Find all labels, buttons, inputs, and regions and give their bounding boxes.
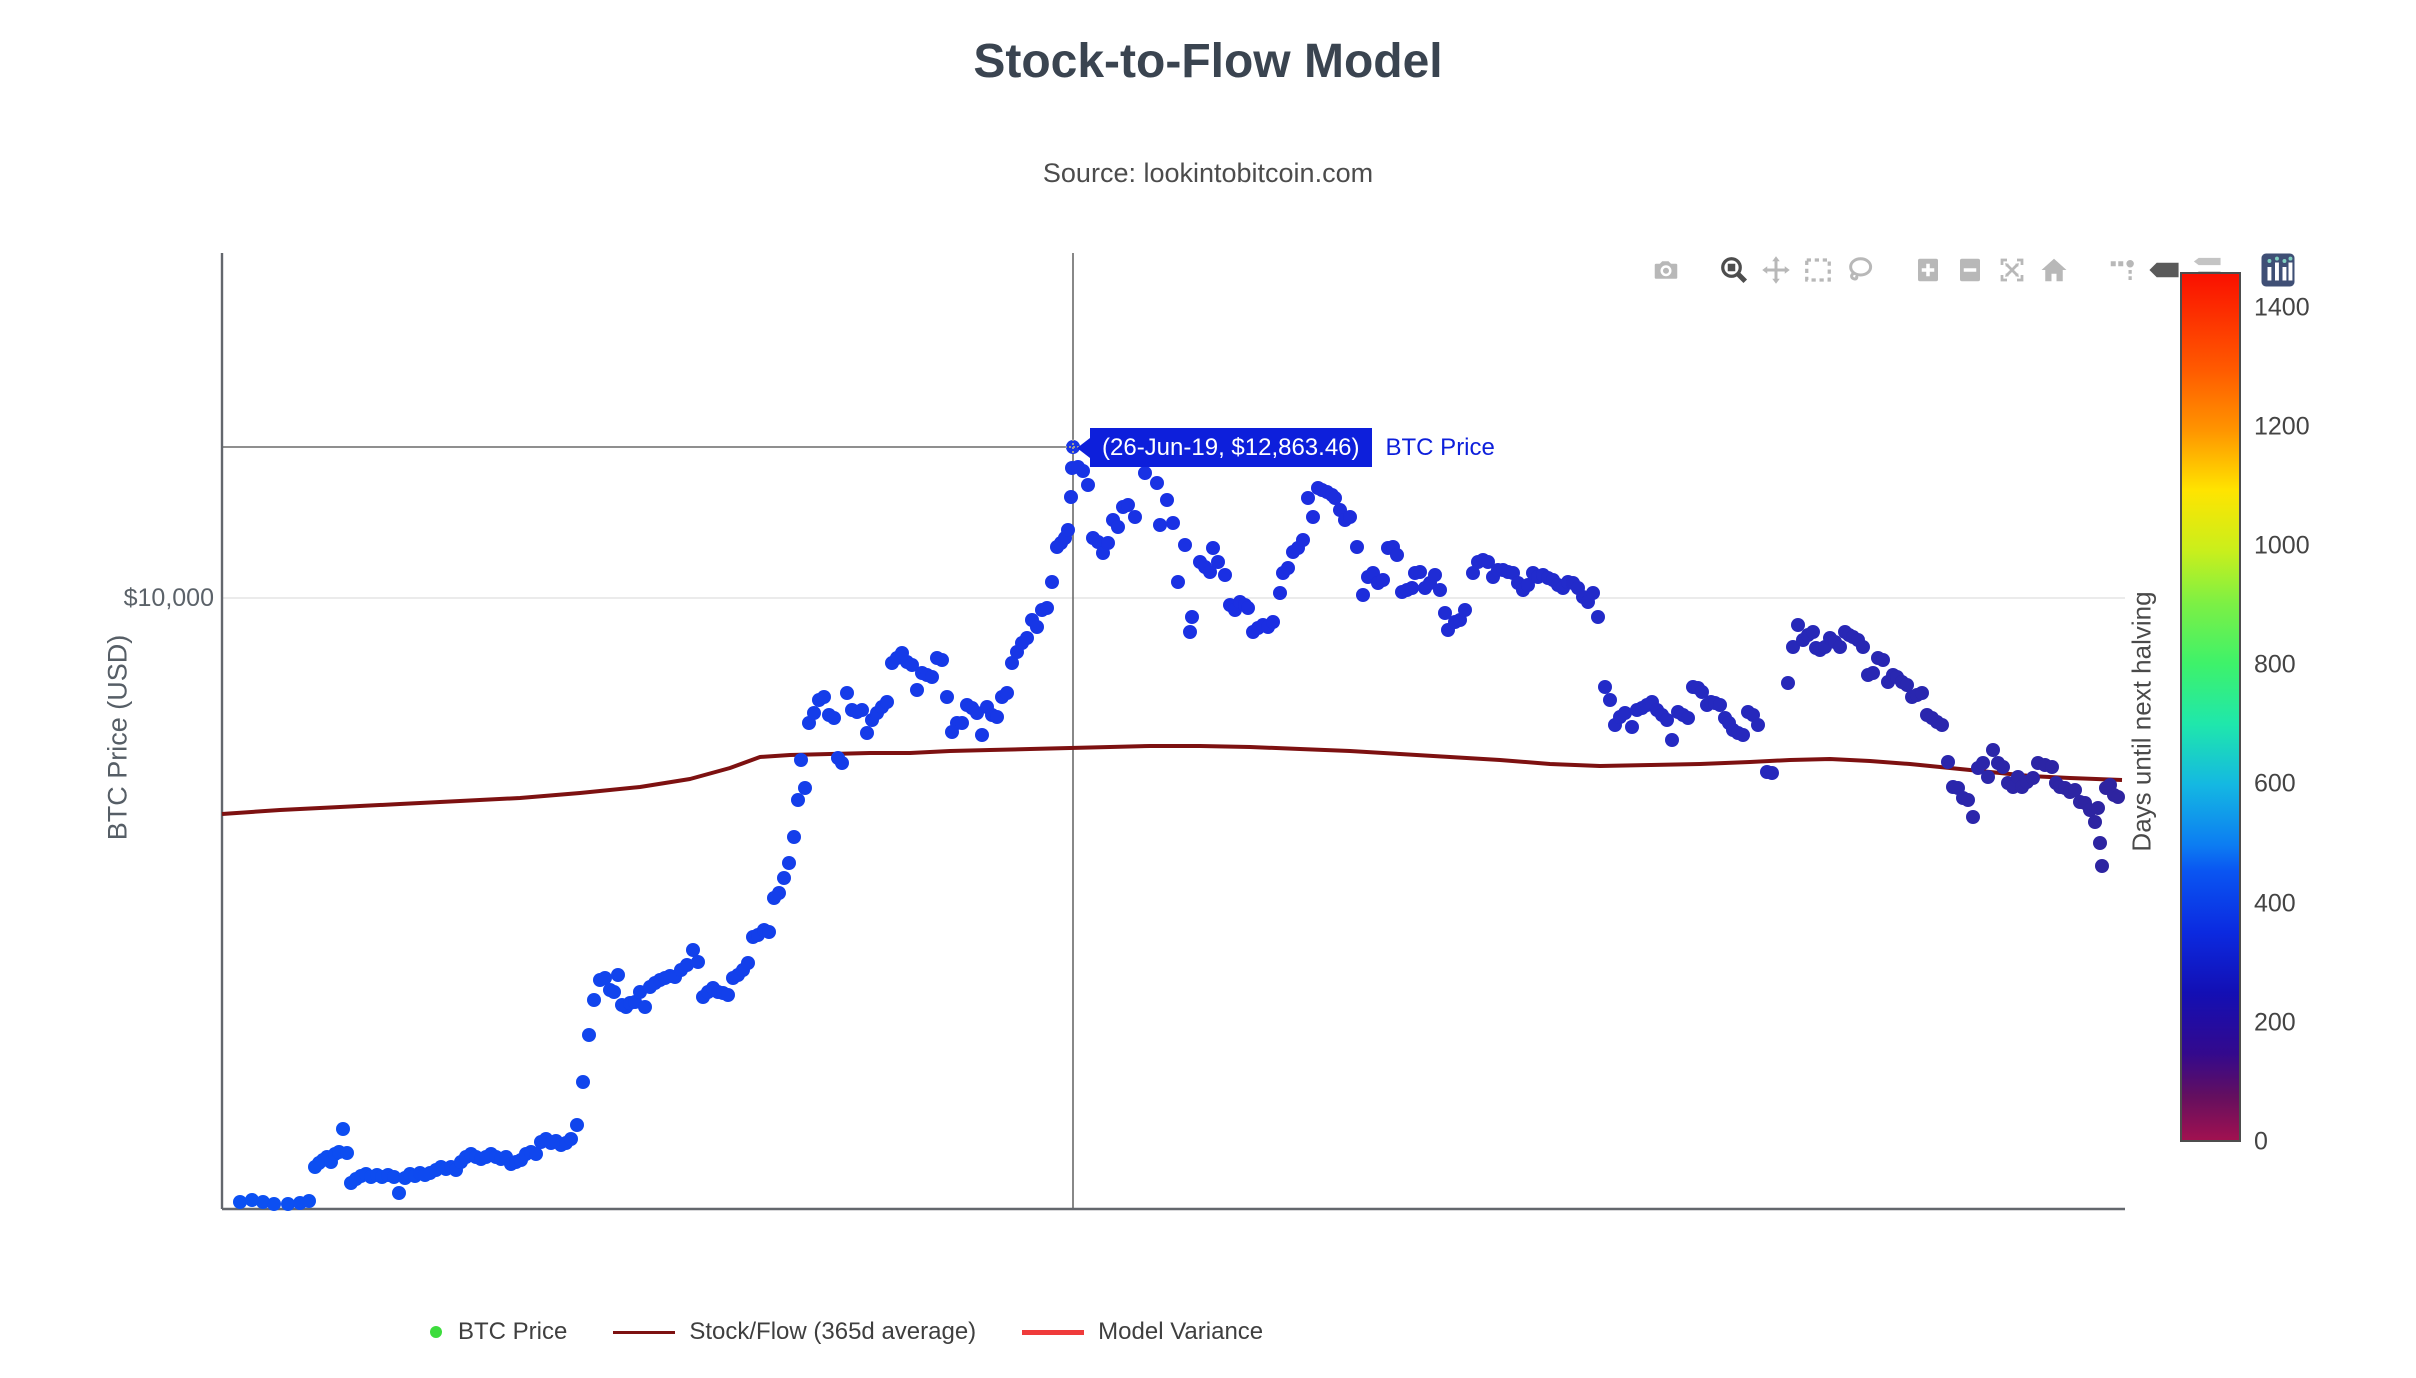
page-title: Stock-to-Flow Model bbox=[973, 35, 1443, 88]
colorbar-tick: 1000 bbox=[2254, 531, 2310, 560]
pan-icon[interactable] bbox=[1755, 252, 1797, 288]
tooltip-arrow bbox=[1077, 437, 1090, 458]
colorbar-tick: 1200 bbox=[2254, 412, 2310, 441]
colorbar-tick: 600 bbox=[2254, 769, 2296, 798]
tooltip-series-label: BTC Price bbox=[1385, 433, 1495, 461]
plotly-logo-icon[interactable] bbox=[2257, 252, 2299, 288]
tooltip-value: (26-Jun-19, $12,863.46) bbox=[1090, 428, 1372, 467]
legend: BTC Price Stock/Flow (365d average) Mode… bbox=[430, 1318, 1309, 1346]
toggle-spikelines-icon[interactable] bbox=[2101, 252, 2143, 288]
legend-label: Stock/Flow (365d average) bbox=[689, 1318, 977, 1345]
legend-item-btc-price[interactable]: BTC Price bbox=[430, 1318, 567, 1346]
lasso-select-icon[interactable] bbox=[1839, 252, 1881, 288]
legend-item-stock-flow[interactable]: Stock/Flow (365d average) bbox=[613, 1318, 976, 1346]
colorbar-tick: 0 bbox=[2254, 1127, 2268, 1156]
page-subtitle: Source: lookintobitcoin.com bbox=[1042, 158, 1374, 188]
reset-axes-home-icon[interactable] bbox=[2033, 252, 2075, 288]
autoscale-icon[interactable] bbox=[1991, 252, 2033, 288]
legend-label: BTC Price bbox=[458, 1318, 568, 1345]
red-line-icon bbox=[1022, 1329, 1085, 1335]
hover-tooltip: (26-Jun-19, $12,863.46) BTC Price bbox=[1077, 428, 1495, 467]
colorbar-tick: 800 bbox=[2254, 650, 2296, 679]
colorbar-gradient bbox=[2180, 272, 2241, 1142]
camera-icon[interactable] bbox=[1645, 252, 1687, 288]
modebar bbox=[1645, 250, 2299, 290]
colorbar-tick: 1400 bbox=[2254, 293, 2310, 322]
green-dot-icon bbox=[430, 1326, 442, 1338]
legend-label: Model Variance bbox=[1098, 1318, 1264, 1345]
zoom-out-icon[interactable] bbox=[1949, 252, 1991, 288]
colorbar-title: Days until next halving bbox=[2126, 591, 2157, 852]
legend-item-model-variance[interactable]: Model Variance bbox=[1022, 1318, 1263, 1346]
zoom-in-icon[interactable] bbox=[1907, 252, 1949, 288]
zoom-icon[interactable] bbox=[1713, 252, 1755, 288]
dark-red-line-icon bbox=[613, 1330, 676, 1334]
hover-closest-icon[interactable] bbox=[2143, 252, 2185, 288]
box-select-icon[interactable] bbox=[1797, 252, 1839, 288]
colorbar-tick: 400 bbox=[2254, 889, 2296, 918]
y-axis-tick-10000: $10,000 bbox=[123, 584, 214, 612]
colorbar-tick: 200 bbox=[2254, 1008, 2296, 1037]
